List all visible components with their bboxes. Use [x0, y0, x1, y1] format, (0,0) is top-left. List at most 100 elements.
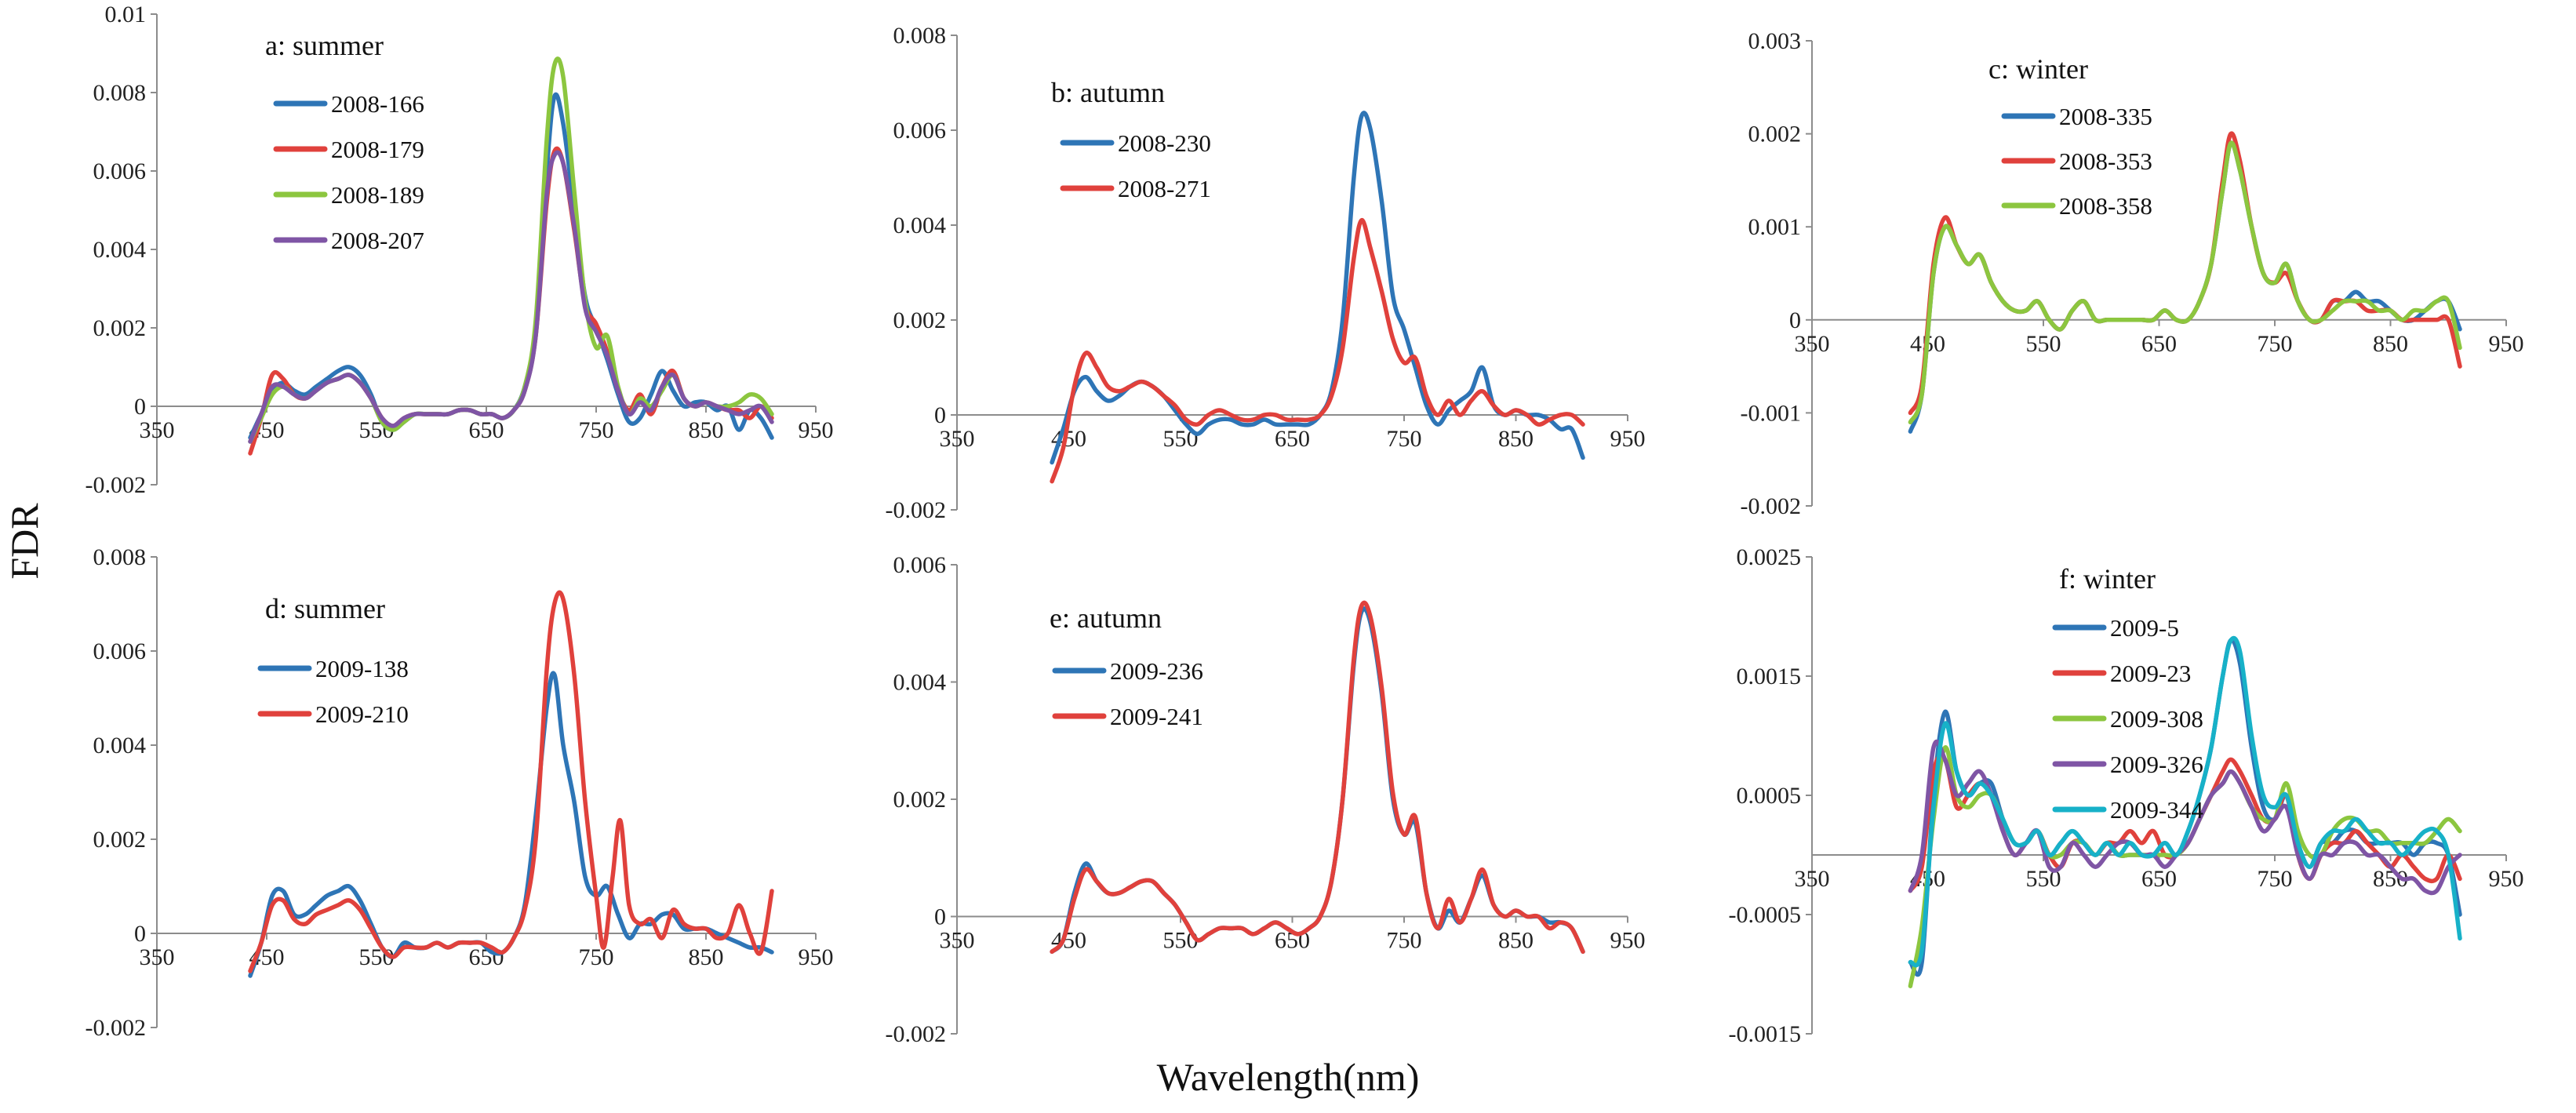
- legend-label: 2008-353: [2059, 147, 2152, 175]
- series-line-2009-344: [1908, 635, 2462, 968]
- x-tick-label: 950: [1610, 928, 1646, 954]
- panel-title: e: autumn: [1050, 602, 1162, 634]
- series-line-2008-166: [248, 92, 774, 440]
- x-tick-label: 950: [799, 944, 834, 970]
- y-tick-label: -0.002: [886, 497, 947, 523]
- x-tick-label: 850: [2373, 331, 2408, 357]
- y-tick-label: 0.006: [93, 158, 147, 184]
- legend: 2008-335 2008-353 2008-358: [2001, 103, 2152, 220]
- x-axis-label: Wavelength(nm): [1157, 1055, 1420, 1099]
- series-line-2008-230: [1050, 111, 1585, 465]
- y-tick-label: 0.0025: [1737, 544, 1802, 570]
- x-tick-label: 650: [2141, 866, 2177, 892]
- legend-label: 2009-210: [315, 700, 409, 728]
- y-tick-label: -0.0005: [1729, 902, 1802, 928]
- x-tick-label: 350: [140, 417, 175, 443]
- legend-label: 2009-236: [1110, 657, 1203, 685]
- series-line-2008-271: [1050, 218, 1585, 484]
- series-line-2008-353: [1908, 131, 2462, 416]
- legend: 2008-230 2008-271: [1060, 129, 1211, 202]
- legend-label: 2009-344: [2110, 796, 2203, 824]
- series-line-2008-207: [248, 150, 774, 444]
- x-tick-label: 350: [140, 944, 175, 970]
- x-tick-label: 850: [689, 944, 724, 970]
- x-tick-label: 350: [940, 928, 975, 954]
- y-tick-label: 0.006: [93, 638, 147, 664]
- y-tick-label: -0.001: [1741, 400, 1802, 426]
- y-tick-label: 0.002: [93, 827, 147, 853]
- y-tick-label: 0.002: [1748, 122, 1802, 147]
- y-tick-label: 0: [134, 921, 146, 947]
- y-tick-label: 0.008: [93, 80, 147, 106]
- y-tick-label: 0.0015: [1737, 664, 1802, 689]
- legend-label: 2008-358: [2059, 192, 2152, 220]
- panel-title: c: winter: [1988, 53, 2088, 85]
- x-tick-label: 850: [1498, 928, 1534, 954]
- legend-label: 2008-271: [1118, 175, 1211, 202]
- x-tick-label: 850: [1498, 426, 1534, 452]
- x-tick-label: 850: [689, 417, 724, 443]
- legend-label: 2008-230: [1118, 129, 1211, 157]
- legend-label: 2009-5: [2110, 614, 2179, 642]
- y-tick-label: -0.002: [886, 1021, 947, 1047]
- x-tick-label: 750: [2258, 866, 2293, 892]
- y-tick-label: 0.006: [893, 552, 947, 578]
- y-tick-label: 0.002: [93, 315, 147, 341]
- x-tick-label: 750: [1387, 426, 1422, 452]
- x-tick-label: 650: [469, 417, 504, 443]
- y-axis-label: FDR: [2, 503, 46, 580]
- series-line-2008-358: [1908, 140, 2462, 425]
- y-tick-label: 0: [134, 394, 146, 420]
- x-tick-label: 950: [2489, 866, 2524, 892]
- y-tick-label: 0.003: [1748, 28, 1802, 54]
- y-tick-label: 0: [934, 904, 946, 930]
- legend-label: 2009-308: [2110, 705, 2203, 733]
- y-tick-label: 0.004: [893, 213, 947, 238]
- y-tick-label: 0: [1789, 307, 1801, 333]
- y-tick-label: -0.002: [86, 472, 147, 498]
- y-tick-label: 0.004: [893, 670, 947, 696]
- y-tick-label: 0.008: [93, 544, 147, 570]
- panel-title: d: summer: [265, 593, 385, 624]
- x-tick-label: 750: [2258, 331, 2293, 357]
- y-tick-label: 0.001: [1748, 214, 1802, 240]
- x-tick-label: 650: [1275, 426, 1310, 452]
- y-tick-label: 0.01: [105, 2, 147, 27]
- legend-label: 2008-335: [2059, 103, 2152, 130]
- x-tick-label: 750: [1387, 928, 1422, 954]
- x-tick-label: 350: [1795, 866, 1830, 892]
- y-tick-label: -0.002: [1741, 493, 1802, 519]
- x-tick-label: 750: [579, 417, 614, 443]
- legend: 2009-236 2009-241: [1052, 657, 1203, 730]
- legend-label: 2009-138: [315, 655, 409, 682]
- legend-label: 2008-166: [331, 90, 424, 118]
- legend: 2009-5 2009-23 2009-308 2009-326 2009-344: [2052, 614, 2203, 824]
- legend: 2008-166 2008-179 2008-189 2008-207: [273, 90, 424, 254]
- legend: 2009-138 2009-210: [257, 655, 409, 728]
- y-tick-label: 0.0005: [1737, 783, 1802, 809]
- y-tick-label: 0.004: [93, 237, 147, 263]
- panel-title: f: winter: [2059, 563, 2156, 595]
- legend-label: 2009-326: [2110, 751, 2203, 778]
- panel-title: a: summer: [265, 30, 384, 61]
- y-tick-label: -0.0015: [1729, 1021, 1802, 1047]
- x-tick-label: 650: [2141, 331, 2177, 357]
- y-tick-label: 0.002: [893, 307, 947, 333]
- legend-label: 2008-179: [331, 136, 424, 163]
- y-tick-label: 0.004: [93, 733, 147, 758]
- y-tick-label: -0.002: [86, 1015, 147, 1041]
- series-line-2009-210: [248, 590, 774, 973]
- panel-title: b: autumn: [1051, 77, 1165, 108]
- x-tick-label: 950: [1610, 426, 1646, 452]
- y-tick-label: 0.006: [893, 118, 947, 144]
- y-tick-label: 0.008: [893, 23, 947, 49]
- legend-label: 2008-189: [331, 181, 424, 209]
- series-line-2009-326: [1908, 739, 2462, 896]
